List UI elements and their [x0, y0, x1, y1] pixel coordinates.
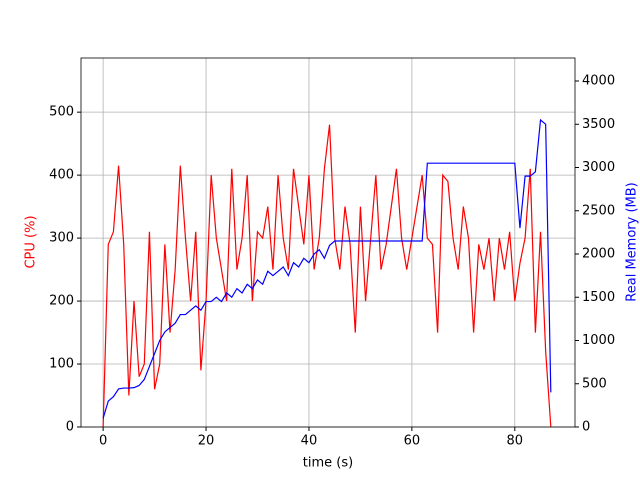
- x-tick-label: 40: [301, 434, 318, 449]
- y-tick-label: 100: [49, 357, 74, 372]
- x-tick-label: 60: [404, 434, 421, 449]
- plot-frame: [80, 57, 576, 428]
- y2-tick-label: 2000: [582, 247, 615, 262]
- y2-tick-label: 4000: [582, 74, 615, 89]
- y-tick-label: 300: [49, 231, 74, 246]
- y2-tick-label: 1500: [582, 290, 615, 305]
- x-axis-label: time (s): [303, 456, 353, 471]
- y-tick-label: 500: [49, 105, 74, 120]
- y2-tick-label: 500: [582, 376, 607, 391]
- y2-tick-label: 1000: [582, 333, 615, 348]
- x-tick-label: 0: [99, 434, 107, 449]
- y2-tick-label: 2500: [582, 203, 615, 218]
- y-axis-label: CPU (%): [24, 215, 39, 268]
- y2-axis-label: Real Memory (MB): [625, 182, 640, 301]
- x-tick-label: 80: [507, 434, 524, 449]
- data-line: [102, 118, 552, 419]
- y-tick-label: 400: [49, 168, 74, 183]
- x-tick-label: 20: [198, 434, 215, 449]
- data-line: [102, 124, 552, 428]
- y2-tick-label: 0: [582, 420, 590, 435]
- y-tick-label: 0: [66, 420, 74, 435]
- y2-tick-label: 3500: [582, 117, 615, 132]
- y-tick-label: 200: [49, 294, 74, 309]
- y2-tick-label: 3000: [582, 160, 615, 175]
